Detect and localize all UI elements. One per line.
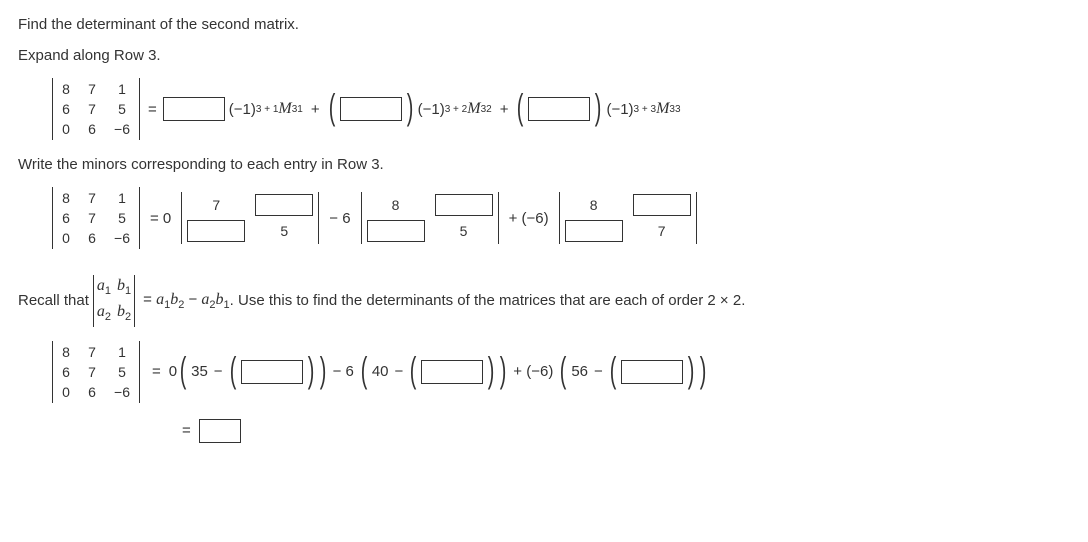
lparen-1: ( — [328, 92, 335, 122]
cofactor-expansion-row: 8 6 0 7 7 6 1 5 −6 = (−1)3 + 1M31 + ( ) … — [48, 78, 1070, 140]
det2x2-symbolic: a1 a2 b1 b2 — [93, 275, 135, 327]
minors-lead: = 0 — [150, 210, 171, 227]
m-r2c3: 5 — [111, 99, 133, 119]
input-calc-3[interactable] — [621, 360, 683, 384]
input-minor2-r1c2[interactable] — [435, 194, 493, 216]
plus-1: + — [311, 101, 320, 118]
calc-g3a: 56 — [571, 363, 588, 380]
minor2-r2c2: 5 — [434, 218, 494, 244]
recall-line: Recall that a1 a2 b1 b2 = a1b2 − a2b1 . … — [18, 275, 1070, 327]
calc-g1op: − — [214, 363, 223, 380]
recall-suffix: . Use this to find the determinants of t… — [230, 292, 746, 309]
input-minor3-r2c1[interactable] — [565, 220, 623, 242]
calc-op1: − 6 — [333, 363, 354, 380]
input-minor2-r2c1[interactable] — [367, 220, 425, 242]
input-calc-2[interactable] — [421, 360, 483, 384]
calc-lp1b: ( — [229, 355, 236, 385]
minor3-r2c2: 7 — [632, 218, 692, 244]
matrix-3x3: 8 6 0 7 7 6 1 5 −6 — [52, 78, 140, 140]
input-a31[interactable] — [163, 97, 225, 121]
instruction-title: Find the determinant of the second matri… — [18, 16, 1070, 33]
input-a32[interactable] — [340, 97, 402, 121]
calc-rp1: ) — [319, 355, 326, 385]
input-a33[interactable] — [528, 97, 590, 121]
cofactor-term-3: (−1)3 + 3M33 — [606, 100, 680, 118]
calc-lp1: ( — [180, 355, 187, 385]
calc-op2: + (−6) — [513, 363, 553, 380]
calc-g1a: 35 — [191, 363, 208, 380]
minor1-r2c2: 5 — [254, 218, 314, 244]
plus-2: + — [500, 101, 509, 118]
input-minor3-r1c2[interactable] — [633, 194, 691, 216]
minors-op2: + (−6) — [509, 210, 549, 227]
minor1-r1c1: 7 — [186, 192, 246, 218]
rparen-2: ) — [595, 92, 602, 122]
m-r1c2: 7 — [85, 79, 99, 99]
minor-2: 8 5 — [361, 192, 499, 244]
minors-row: 8 6 0 7 7 6 1 5 −6 = 0 7 5 − 6 — [48, 187, 1070, 249]
matrix-3x3-b: 8 6 0 7 7 6 1 5 −6 — [52, 187, 140, 249]
input-minor1-r1c2[interactable] — [255, 194, 313, 216]
minor-3: 8 7 — [559, 192, 697, 244]
recall-prefix: Recall that — [18, 292, 89, 309]
m-r1c1: 8 — [59, 79, 73, 99]
input-final[interactable] — [199, 419, 241, 443]
calc-g2op: − — [395, 363, 404, 380]
m-r3c1: 0 — [59, 119, 73, 139]
matrix-3x3-c: 8 6 0 7 7 6 1 5 −6 — [52, 341, 140, 403]
cofactor-term-2: (−1)3 + 2M32 — [418, 100, 492, 118]
m-r3c3: −6 — [111, 119, 133, 139]
cofactor-term-1: (−1)3 + 1M31 — [229, 100, 303, 118]
minor3-r1c1: 8 — [564, 192, 624, 218]
final-eq: = — [182, 422, 191, 439]
calc-g2a: 40 — [372, 363, 389, 380]
equals-sign: = — [148, 101, 157, 118]
minors-op1: − 6 — [329, 210, 350, 227]
final-row: = — [178, 419, 1070, 443]
write-minors-text: Write the minors corresponding to each e… — [18, 156, 1070, 173]
m-r2c2: 7 — [85, 99, 99, 119]
m-r2c1: 6 — [59, 99, 73, 119]
m-r1c3: 1 — [111, 79, 133, 99]
m-r3c2: 6 — [85, 119, 99, 139]
input-minor1-r2c1[interactable] — [187, 220, 245, 242]
lparen-2: ( — [517, 92, 524, 122]
minor-1: 7 5 — [181, 192, 319, 244]
calc-rp1b: ) — [307, 355, 314, 385]
det2x2-expand: = a1b2 − a2b1 — [143, 291, 230, 311]
calc-row: 8 6 0 7 7 6 1 5 −6 = 0 ( 35 − ( ) ) − 6 … — [48, 341, 1070, 403]
calc-lead0: 0 — [169, 363, 177, 380]
input-calc-1[interactable] — [241, 360, 303, 384]
minor2-r1c1: 8 — [366, 192, 426, 218]
calc-eq: = — [152, 363, 161, 380]
rparen-1: ) — [406, 92, 413, 122]
expand-row-text: Expand along Row 3. — [18, 47, 1070, 64]
calc-g3op: − — [594, 363, 603, 380]
